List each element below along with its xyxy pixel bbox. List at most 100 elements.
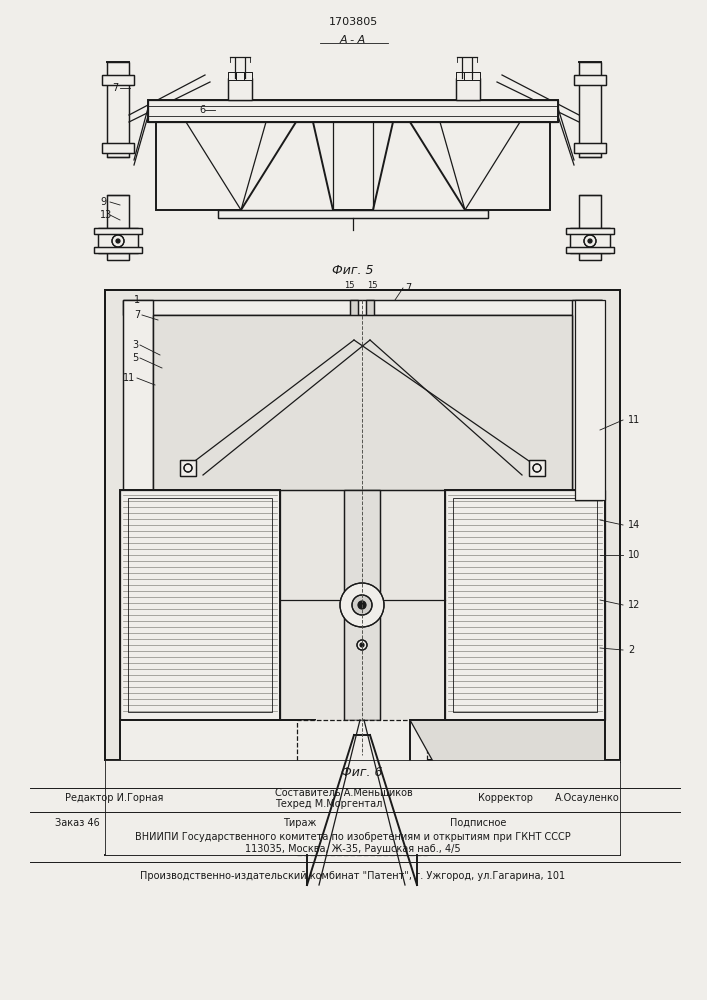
Bar [572, 300, 602, 490]
Text: 1703805: 1703805 [328, 17, 378, 27]
Bar [107, 62, 129, 157]
Bar [464, 72, 472, 80]
Circle shape [352, 595, 372, 615]
Bar [574, 75, 606, 85]
Bar [236, 72, 244, 80]
Bar [579, 195, 601, 260]
Bar [94, 247, 142, 253]
Bar [453, 498, 597, 712]
Bar [472, 72, 480, 80]
Bar [570, 228, 610, 253]
Bar [107, 62, 129, 157]
Bar [123, 300, 602, 315]
Text: 3: 3 [132, 340, 138, 350]
Bar [566, 228, 614, 234]
Bar [107, 195, 129, 260]
Bar [105, 290, 620, 760]
Bar [570, 228, 610, 253]
Bar [529, 460, 545, 476]
Text: 12: 12 [628, 600, 641, 610]
Text: 15: 15 [344, 280, 355, 290]
Circle shape [357, 640, 367, 650]
Text: 15: 15 [367, 280, 378, 290]
Bar [180, 460, 196, 476]
Bar [120, 490, 280, 720]
Text: 11: 11 [123, 373, 135, 383]
Text: Производственно-издательский комбинат "Патент", г. Ужгород, ул.Гагарина, 101: Производственно-издательский комбинат "П… [141, 871, 566, 881]
Bar [123, 300, 153, 490]
Text: Составитель А.Меньшиков: Составитель А.Меньшиков [275, 788, 413, 798]
Bar [148, 100, 558, 122]
Bar [579, 195, 601, 260]
Text: 7: 7 [112, 83, 118, 93]
Ellipse shape [170, 772, 225, 802]
Bar [120, 720, 315, 855]
Text: .: . [619, 755, 621, 765]
Bar [153, 315, 572, 490]
Text: Подписное: Подписное [450, 818, 506, 828]
Text: Заказ 46: Заказ 46 [55, 818, 100, 828]
Text: 9: 9 [100, 197, 106, 207]
Text: 10: 10 [628, 550, 641, 560]
Bar [94, 228, 142, 234]
Text: 1: 1 [134, 295, 140, 305]
Bar [566, 247, 614, 253]
Bar [107, 195, 129, 260]
Bar [572, 300, 602, 490]
Bar [574, 75, 606, 85]
Bar [148, 100, 558, 122]
Bar [153, 318, 572, 328]
Bar [102, 143, 134, 153]
Text: Фиг. 5: Фиг. 5 [332, 263, 374, 276]
Text: Редактор И.Горная: Редактор И.Горная [65, 793, 163, 803]
Bar [218, 210, 488, 218]
Text: 14: 14 [628, 520, 641, 530]
Circle shape [588, 239, 592, 243]
Bar [566, 228, 614, 234]
Bar [344, 490, 380, 720]
Bar [350, 300, 358, 480]
Bar [244, 72, 252, 80]
Bar [105, 760, 620, 855]
Circle shape [360, 643, 364, 647]
Bar [456, 72, 464, 80]
Bar [579, 62, 601, 157]
Circle shape [116, 239, 120, 243]
Bar [180, 460, 196, 476]
Bar [218, 210, 488, 218]
Text: ВНИИПИ Государственного комитета по изобретениям и открытиям при ГКНТ СССР: ВНИИПИ Государственного комитета по изоб… [135, 832, 571, 842]
Text: А.Осауленко: А.Осауленко [555, 793, 620, 803]
Bar [102, 75, 134, 85]
Ellipse shape [334, 772, 390, 802]
Bar [102, 75, 134, 85]
Bar [350, 300, 358, 480]
Text: А - А: А - А [340, 35, 366, 45]
Bar [464, 72, 472, 80]
Bar [153, 318, 572, 328]
Text: 113035, Москва, Ж-35, Раушская наб., 4/5: 113035, Москва, Ж-35, Раушская наб., 4/5 [245, 844, 461, 854]
Bar [123, 300, 602, 315]
Bar [244, 72, 252, 80]
Text: 13: 13 [100, 210, 112, 220]
Circle shape [358, 601, 366, 609]
Bar [579, 62, 601, 157]
Bar [153, 315, 572, 490]
Bar [98, 228, 138, 253]
Circle shape [533, 464, 541, 472]
Bar [123, 300, 153, 490]
Circle shape [184, 464, 192, 472]
Bar [456, 72, 464, 80]
Bar [456, 78, 480, 100]
Bar [102, 143, 134, 153]
Bar [228, 72, 236, 80]
Bar [574, 143, 606, 153]
Circle shape [584, 235, 596, 247]
Text: 2: 2 [628, 645, 634, 655]
Bar [128, 498, 272, 712]
Bar [472, 72, 480, 80]
Text: Корректор: Корректор [478, 793, 533, 803]
Text: 5: 5 [132, 353, 138, 363]
Text: Фиг. 6: Фиг. 6 [341, 766, 382, 778]
Bar [228, 78, 252, 100]
Bar [410, 720, 605, 855]
